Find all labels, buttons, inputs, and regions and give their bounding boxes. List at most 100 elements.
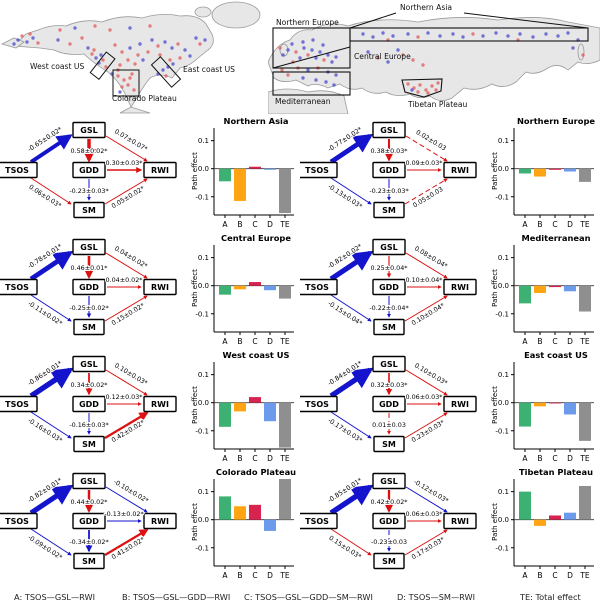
x-tick-label-D: D [567,454,573,463]
sem-node-label-gdd: GDD [79,283,99,292]
site-dot [321,43,325,47]
sem-node-label-gsl: GSL [380,477,397,486]
x-tick-label-TE: TE [279,337,290,346]
bar-B [234,168,246,201]
x-tick-label-TE: TE [579,220,590,229]
bar-chart-central-europe: Central Europe Path effect 0.1 0.0 -0.1 A B C D T… [191,233,294,346]
site-dot [410,88,414,92]
site-dot [324,80,328,84]
site-dot [326,53,330,57]
y-tick-label: -0.1 [195,193,209,201]
x-tick-label-C: C [552,571,557,580]
panel-northern-europe: TSOS GSL GDD SM RWI -0.77±0.02* 0.38±0.03* -0.2… [300,114,600,231]
sem-node-rwi [443,512,477,530]
sem-edge-gsl-rwi [105,486,148,513]
bar-D [264,285,276,291]
site-dot [90,52,94,56]
sem-node-label-gdd: GDD [379,400,399,409]
bar-TE [579,168,591,182]
site-dot [148,24,152,28]
sem-node-sm [373,552,405,570]
map-label-tibetan-plateau: Tibetan Plateau [407,100,468,109]
sem-node-gdd [372,395,406,413]
chart-title: Northern Europe [517,116,595,126]
site-dot [118,63,122,67]
sem-node-label-sm: SM [82,557,96,566]
mediterranean-box [272,71,351,96]
site-dot [406,82,410,86]
panel-west-coast-us: TSOS GSL GDD SM RWI -0.86±0.01* 0.34±0.02* -0.1… [0,348,300,465]
site-dot [426,91,430,95]
bar-chart-northern-europe: Northern Europe Path effect 0.1 0.0 -0.1 A B C D… [491,116,595,229]
site-dot [126,83,130,87]
site-dot [194,36,198,40]
sem-edges [29,367,149,440]
site-dot [306,68,310,72]
sem-edge-value-gdd-sm: -0.16±0.03* [69,421,108,429]
y-tick-label: 0.1 [498,254,509,262]
y-tick-label: 0.1 [498,488,509,496]
site-dot [471,32,475,36]
sem-nodes: TSOS GSL GDD SM RWI [0,355,177,453]
sem-node-sm [73,201,105,219]
sem-edge-tsos-sm [330,411,372,439]
sem-node-label-gsl: GSL [80,360,97,369]
sem-edge-value-gsl-rwi: 0.08±0.04* [413,244,449,270]
chart-ylabel: Path effect [191,386,199,424]
x-tick-label-B: B [237,220,242,229]
sem-edge-value-gsl-rwi: 0.10±0.03* [413,361,449,387]
sem-edge-value-gsl-gdd: 0.46±0.01* [70,264,107,272]
x-tick-label-C: C [252,337,257,346]
site-dot [311,38,315,42]
site-dot [25,40,29,44]
sem-node-sm [73,435,105,453]
site-dot [506,34,510,38]
map-label-colorado-plateau: Colorado Plateau [112,94,177,103]
site-dot [120,50,124,54]
bar-B [534,285,546,293]
northern-asia-connector-left [349,12,397,29]
x-tick-label-C: C [252,220,257,229]
sem-edge-value-gsl-gdd: 0.44±0.02* [70,498,107,506]
bar-B [534,519,546,526]
y-tick-label: 0.0 [198,165,209,173]
sem-diagram-northern-asia: TSOS GSL GDD SM RWI -0.65±0.02* 0.58±0.02* -0.2… [0,121,177,219]
map-north-america: West coast US East coast US Colorado Plate… [0,1,261,114]
x-tick-label-TE: TE [579,337,590,346]
sem-edge-value-tsos-sm: -0.17±0.03* [326,416,363,444]
legend-item-b: B: TSOS—GSL—GDD—RWI [122,592,231,602]
site-dot [401,53,405,57]
sem-node-label-gsl: GSL [380,126,397,135]
panel-northern-asia: TSOS GSL GDD SM RWI -0.65±0.02* 0.58±0.02* -0.2… [0,114,300,231]
x-tick-label-D: D [267,220,273,229]
sem-edge-value-gdd-rwi: 0.12±0.03* [105,393,142,401]
x-tick-label-D: D [567,571,573,580]
sem-node-label-tsos: TSOS [5,517,29,526]
sem-edge-tsos-gsl [29,484,74,516]
map-label-northern-asia: Northern Asia [400,3,452,12]
sem-edges [29,484,149,556]
sem-edge-value-gdd-sm: -0.34±0.02* [69,538,108,546]
site-dot [518,32,522,36]
sem-node-label-gsl: GSL [380,243,397,252]
x-tick-label-TE: TE [579,571,590,580]
site-dot [178,56,182,60]
site-dot [136,53,140,57]
sem-node-label-sm: SM [382,323,396,332]
bar-D [264,168,276,170]
site-dot [281,53,285,57]
sem-edge-value-gsl-rwi: 0.02±0.03 [414,128,447,152]
bar-TE [579,486,591,520]
sem-node-label-rwi: RWI [451,517,469,526]
sem-edge-tsos-gsl [29,134,73,164]
map-eurasia: Northern Europe Northern Asia Central Euro… [268,3,600,114]
bar-chart-mediterranean: Mediterranean Path effect 0.1 0.0 -0.1 A B C D TE [491,233,594,346]
chart-title: Colorado Plateau [216,467,296,477]
bar-A [519,168,531,174]
x-tick-label-C: C [552,454,557,463]
site-dot [430,84,434,88]
sem-edges [329,250,448,322]
sem-node-gdd [72,512,106,530]
sem-node-label-sm: SM [382,440,396,449]
sem-node-label-gdd: GDD [379,166,399,175]
